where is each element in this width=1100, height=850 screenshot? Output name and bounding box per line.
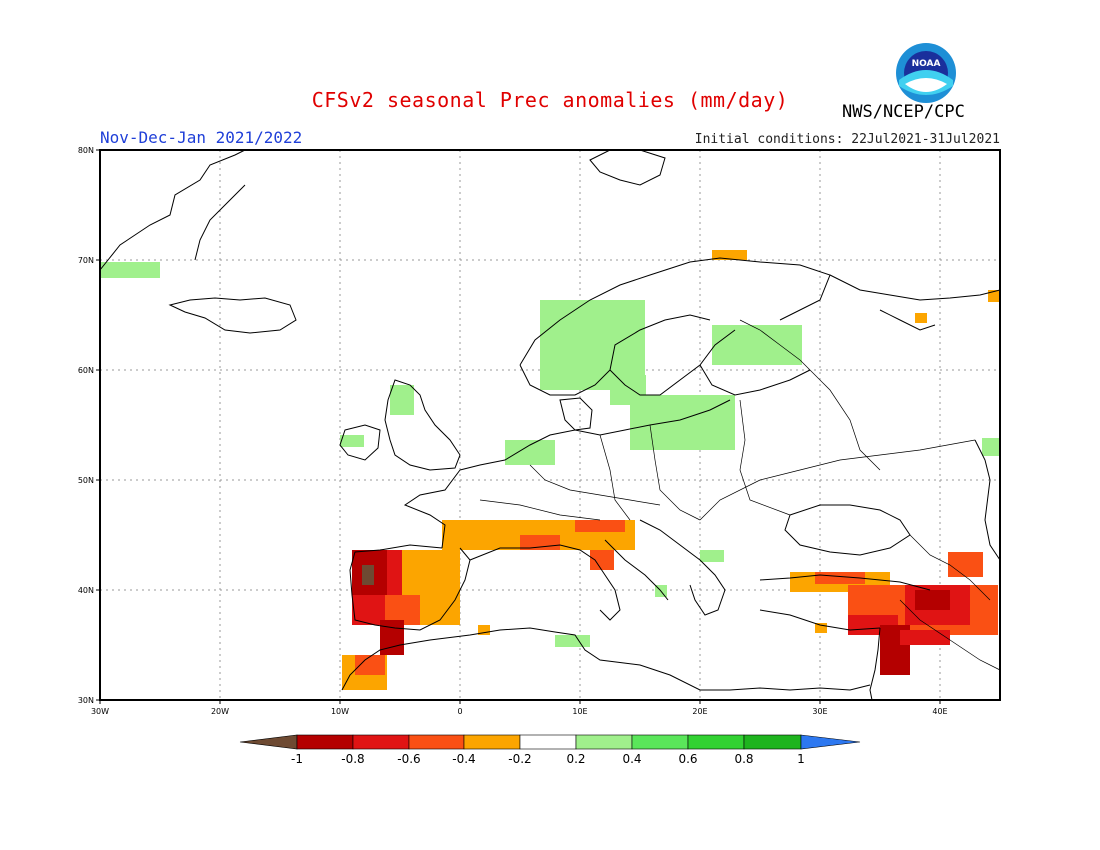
- colorbar-label: 1: [797, 752, 805, 766]
- colorbar-label: 0.4: [622, 752, 641, 766]
- colorbar-label: -0.4: [452, 752, 475, 766]
- lat-label-80n: 80N: [78, 146, 94, 155]
- dry-patch-kola: [712, 250, 747, 260]
- wet-patch-benelux: [505, 440, 555, 465]
- lon-label-20w: 20W: [211, 707, 229, 716]
- map-frame: [99, 149, 1001, 701]
- lat-label-30n: 30N: [78, 696, 94, 705]
- lon-label-40e: 40E: [932, 707, 947, 716]
- colorbar-label: -0.8: [341, 752, 364, 766]
- wet-patch-balkans: [700, 550, 724, 562]
- coastlines: [99, 149, 1001, 701]
- noaa-logo: NOAA: [896, 43, 956, 103]
- colorbar-bin-2: [352, 734, 410, 750]
- colorbar-bin-4: [463, 734, 521, 750]
- colorbar-label: -1: [291, 752, 303, 766]
- forecast-period: Nov-Dec-Jan 2021/2022: [100, 128, 303, 147]
- colorbar-bin-1: [296, 734, 354, 750]
- colorbar-bin-7: [631, 734, 689, 750]
- colorbar-bin-5: [519, 734, 577, 750]
- initial-conditions: Initial conditions: 22Jul2021-31Jul2021: [694, 132, 1000, 147]
- map-title: CFSv2 seasonal Prec anomalies (mm/day): [311, 88, 789, 112]
- lat-label-70n: 70N: [78, 256, 94, 265]
- wet-patch-tunisia: [555, 635, 590, 647]
- borders: [479, 319, 1001, 671]
- colorbar-label: -0.6: [397, 752, 420, 766]
- agency-label: NWS/NCEP/CPC: [842, 102, 965, 122]
- lon-label-30w: 30W: [91, 707, 109, 716]
- colorbar-above-max: [800, 734, 861, 750]
- colorbar-label: 0.2: [566, 752, 585, 766]
- lon-label-10w: 10W: [331, 707, 349, 716]
- wet-patch-scotland: [390, 385, 414, 415]
- lon-label-30e: 30E: [812, 707, 827, 716]
- wet-patch-greenland: [100, 262, 160, 278]
- dry-patch-extreme: [362, 565, 374, 585]
- lat-label-60n: 60N: [78, 366, 94, 375]
- colorbar-bin-8: [687, 734, 745, 750]
- colorbar-label: 0.6: [678, 752, 697, 766]
- dry-patch-pyrenees: [442, 520, 512, 550]
- colorbar-label: -0.2: [508, 752, 531, 766]
- tick-marks: [96, 149, 941, 704]
- dry-patch-morocco: [380, 620, 404, 655]
- wet-patch-finland: [712, 325, 802, 365]
- colorbar-bin-6: [575, 734, 633, 750]
- lat-label-50n: 50N: [78, 476, 94, 485]
- colorbar-bin-9: [743, 734, 802, 750]
- anomaly-patches: [100, 250, 1000, 690]
- lat-label-40n: 40N: [78, 586, 94, 595]
- colorbar-bin-3: [408, 734, 465, 750]
- lon-label-20e: 20E: [692, 707, 707, 716]
- colorbar-label: 0.8: [734, 752, 753, 766]
- colorbar: -1 -0.8 -0.6 -0.4 -0.2 0.2 0.4 0.6 0.8 1: [239, 734, 861, 766]
- lon-label-10e: 10E: [572, 707, 587, 716]
- lon-label-0: 0: [457, 707, 462, 716]
- colorbar-below-min: [239, 734, 298, 750]
- wet-patch-poland: [630, 395, 735, 450]
- wet-patch-caspian: [982, 438, 1000, 456]
- wet-patch-ireland: [340, 435, 364, 447]
- logo-text: NOAA: [912, 59, 941, 69]
